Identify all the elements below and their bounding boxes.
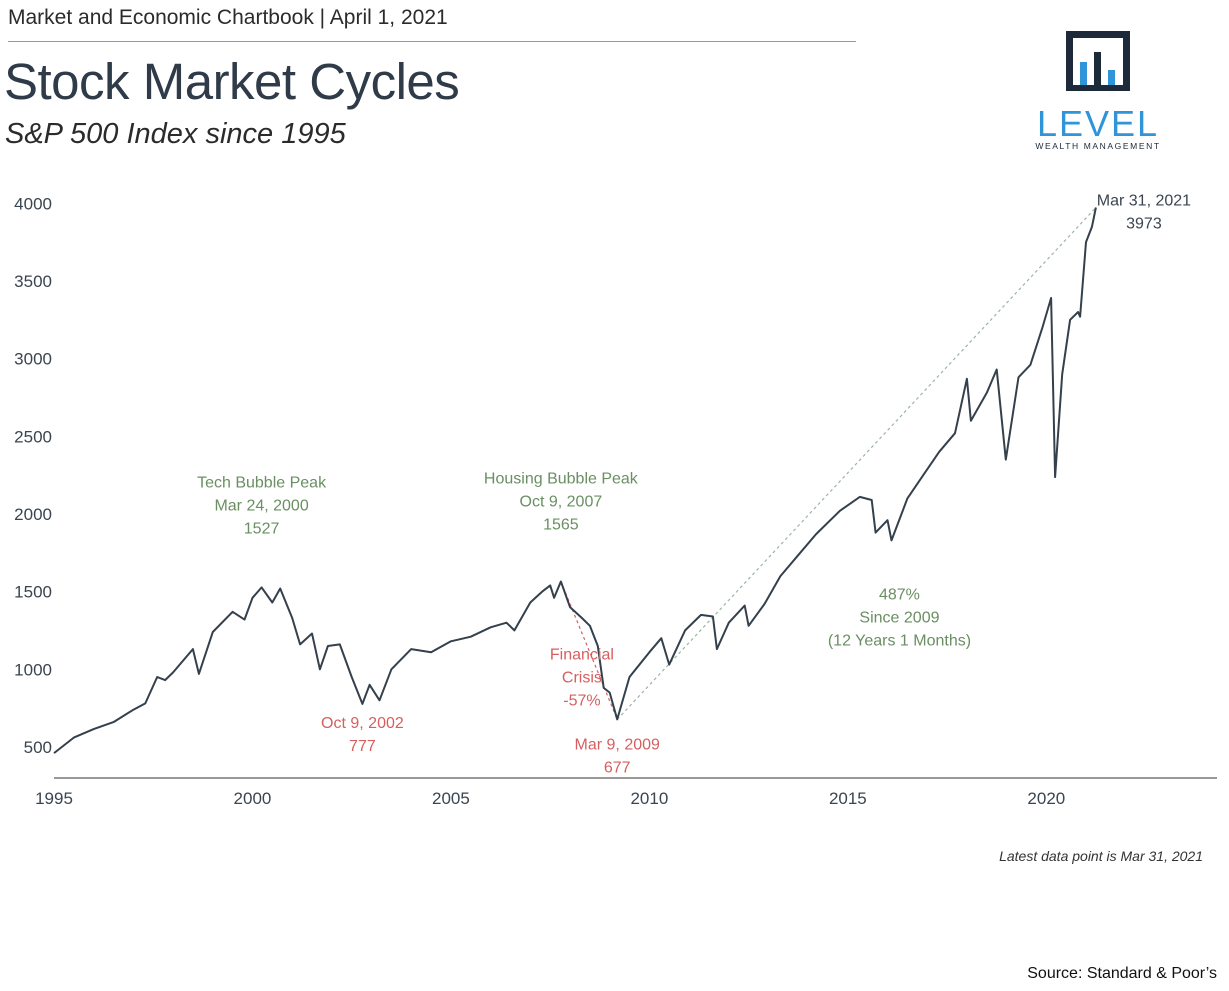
annotation-line: Financial (550, 647, 614, 664)
header-divider (8, 41, 856, 42)
logo-mark-icon (1066, 31, 1130, 91)
logo-wordmark: LEVEL (1036, 103, 1160, 144)
annotation-line: Housing Bubble Peak (484, 471, 639, 488)
annotation-line: Mar 31, 2021 (1097, 192, 1191, 209)
annotation-line: 777 (349, 738, 376, 755)
annotation-line: 3973 (1126, 215, 1162, 232)
y-tick-label: 500 (24, 738, 52, 757)
annotation-line: Since 2009 (859, 609, 939, 626)
y-tick-label: 1000 (14, 660, 52, 679)
y-tick-label: 3500 (14, 272, 52, 291)
page-title: Stock Market Cycles (4, 53, 460, 110)
chart-annotations: Tech Bubble Peak Mar 24, 2000 1527 Housing … (197, 192, 1191, 776)
annotation-line: (12 Years 1 Months) (828, 632, 971, 649)
x-tick-label: 2005 (432, 789, 470, 808)
annotation-line: 677 (604, 759, 631, 776)
annotation-line: 1527 (244, 520, 280, 537)
crash-line (560, 581, 618, 720)
annotation-6: Mar 31, 2021 3973 (1097, 192, 1191, 232)
logo-tagline: WEALTH MANAGEMENT (1035, 141, 1161, 151)
x-tick-label: 2020 (1027, 789, 1065, 808)
y-tick-label: 2500 (14, 427, 52, 446)
trend-line (616, 207, 1097, 720)
y-tick-label: 2000 (14, 505, 52, 524)
annotation-5: 487% Since 2009 (12 Years 1 Months) (828, 586, 971, 649)
page-subtitle: S&P 500 Index since 1995 (5, 118, 346, 150)
y-tick-label: 3000 (14, 350, 52, 369)
x-axis-ticks: 1995 2000 2005 2010 2015 2020 (35, 789, 1065, 808)
x-tick-label: 1995 (35, 789, 73, 808)
source-note: Source: Standard & Poor’s (1027, 965, 1217, 982)
annotation-line: Oct 9, 2002 (321, 715, 404, 732)
x-tick-label: 2010 (630, 789, 668, 808)
latest-data-note: Latest data point is Mar 31, 2021 (999, 848, 1203, 864)
annotation-0: Tech Bubble Peak Mar 24, 2000 1527 (197, 474, 327, 537)
x-tick-label: 2015 (829, 789, 867, 808)
x-tick-label: 2000 (234, 789, 272, 808)
level-logo-icon (1066, 31, 1130, 91)
annotation-3: Mar 9, 2009 677 (575, 736, 660, 776)
y-tick-label: 4000 (14, 194, 52, 213)
annotation-4: Financial Crisis -57% (550, 647, 614, 710)
annotation-line: -57% (563, 693, 600, 710)
y-tick-label: 1500 (14, 583, 52, 602)
annotation-line: Oct 9, 2007 (520, 494, 603, 511)
annotation-line: 1565 (543, 517, 579, 534)
annotation-1: Housing Bubble Peak Oct 9, 2007 1565 (484, 471, 639, 534)
y-axis-ticks: 500 1000 1500 2000 2500 3000 3500 4000 (14, 194, 52, 757)
annotation-2: Oct 9, 2002 777 (321, 715, 404, 755)
annotation-line: Crisis (562, 670, 602, 687)
series-line-sp500 (53, 207, 1097, 754)
chartbook-header: Market and Economic Chartbook | April 1,… (8, 6, 448, 29)
annotation-line: Tech Bubble Peak (197, 474, 327, 491)
annotation-line: Mar 24, 2000 (214, 497, 308, 514)
annotation-line: 487% (879, 586, 920, 603)
annotation-line: Mar 9, 2009 (575, 736, 660, 753)
sp500-line-chart: 500 1000 1500 2000 2500 3000 3500 4000 1995 2000… (14, 192, 1217, 808)
